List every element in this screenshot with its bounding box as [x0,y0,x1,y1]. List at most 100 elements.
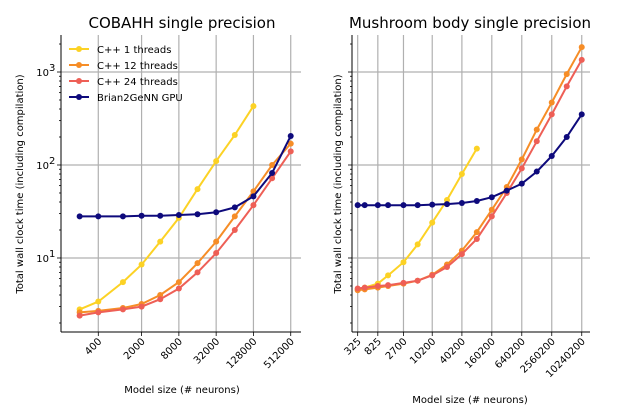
data-point [157,212,164,219]
data-point [414,241,421,248]
axis-ticks [348,43,583,336]
chart-title: COBAHH single precision [88,14,275,32]
y-tick-label: 10 [36,254,49,265]
x-tick-label: 10200 [408,336,438,366]
data-point [138,303,145,310]
data-point [250,103,257,110]
data-point [76,312,83,319]
data-point [269,175,276,182]
data-point [119,279,126,286]
data-point [175,279,182,286]
data-point [374,202,381,209]
data-point [578,56,585,63]
data-point [400,202,407,209]
data-point [578,111,585,118]
data-point [473,198,480,205]
data-point [361,202,368,209]
x-tick-label: 160200 [463,336,498,371]
data-point [533,168,540,175]
data-point [269,161,276,168]
data-point [473,236,480,243]
data-point [157,296,164,303]
series-line [79,105,255,311]
data-point [95,298,102,305]
x-tick-label: 825 [363,336,384,357]
legend-marker [76,62,82,68]
series-line [79,142,292,314]
data-point [503,187,510,194]
data-point [414,277,421,284]
data-point [533,138,540,145]
y-tick-exponent: 2 [49,156,55,167]
data-point [231,132,238,139]
x-tick-label: 8000 [159,336,185,362]
series [354,111,585,209]
data-point [518,165,525,172]
grid [352,35,590,332]
data-point [287,140,294,147]
legend-label: Brian2GeNN GPU [97,93,183,104]
data-point [354,285,361,292]
series [354,56,585,292]
data-point [119,213,126,220]
data-point [548,99,555,106]
data-point [458,171,465,178]
data-point [231,204,238,211]
data-point [518,156,525,163]
data-point [488,206,495,213]
x-tick-label: 512000 [262,336,297,371]
y-tick-label: 10 [36,68,49,79]
legend: C++ 1 threads C++ 12 threads C++ 24 thread… [69,45,183,104]
data-point [444,201,451,208]
data-point [157,238,164,245]
data-point [458,251,465,258]
series [76,103,257,313]
data-point [429,272,436,279]
data-point [231,226,238,233]
data-point [458,200,465,207]
data-point [269,170,276,177]
data-point [138,261,145,268]
data-point [518,180,525,187]
series [76,140,294,316]
data-point [385,282,392,289]
data-point [175,211,182,218]
grid [61,35,301,332]
legend-marker [76,94,82,100]
x-tick-label: 32000 [192,336,222,366]
legend-marker [76,78,82,84]
series-line [357,46,583,292]
data-point [95,309,102,316]
x-tick-label: 2000 [122,336,148,362]
chart-cobahh: COBAHH single precision Model size (# ne… [15,14,301,396]
data-point [563,71,570,78]
data-point [76,213,83,220]
series-line [357,59,583,290]
series-line [79,150,292,317]
data-point [488,194,495,201]
data-point [414,202,421,209]
y-axis-label: Total wall clock time (including compila… [15,74,26,294]
series-line [357,148,478,291]
y-tick-exponent: 3 [49,63,55,74]
data-point [473,145,480,152]
data-point [138,212,145,219]
series [76,133,294,220]
data-point [287,148,294,155]
data-point [400,259,407,266]
data-point [213,238,220,245]
data-point [400,279,407,286]
data-point [578,44,585,51]
data-point [213,209,220,216]
series [354,44,585,294]
data-point [287,133,294,140]
data-point [194,186,201,193]
y-tick-exponent: 1 [49,249,55,260]
y-axis-label: Total wall clock time (including compila… [333,74,344,294]
legend-label: C++ 24 threads [97,77,178,88]
data-point [250,193,257,200]
data-point [563,83,570,90]
data-point [119,306,126,313]
data-point [213,158,220,165]
